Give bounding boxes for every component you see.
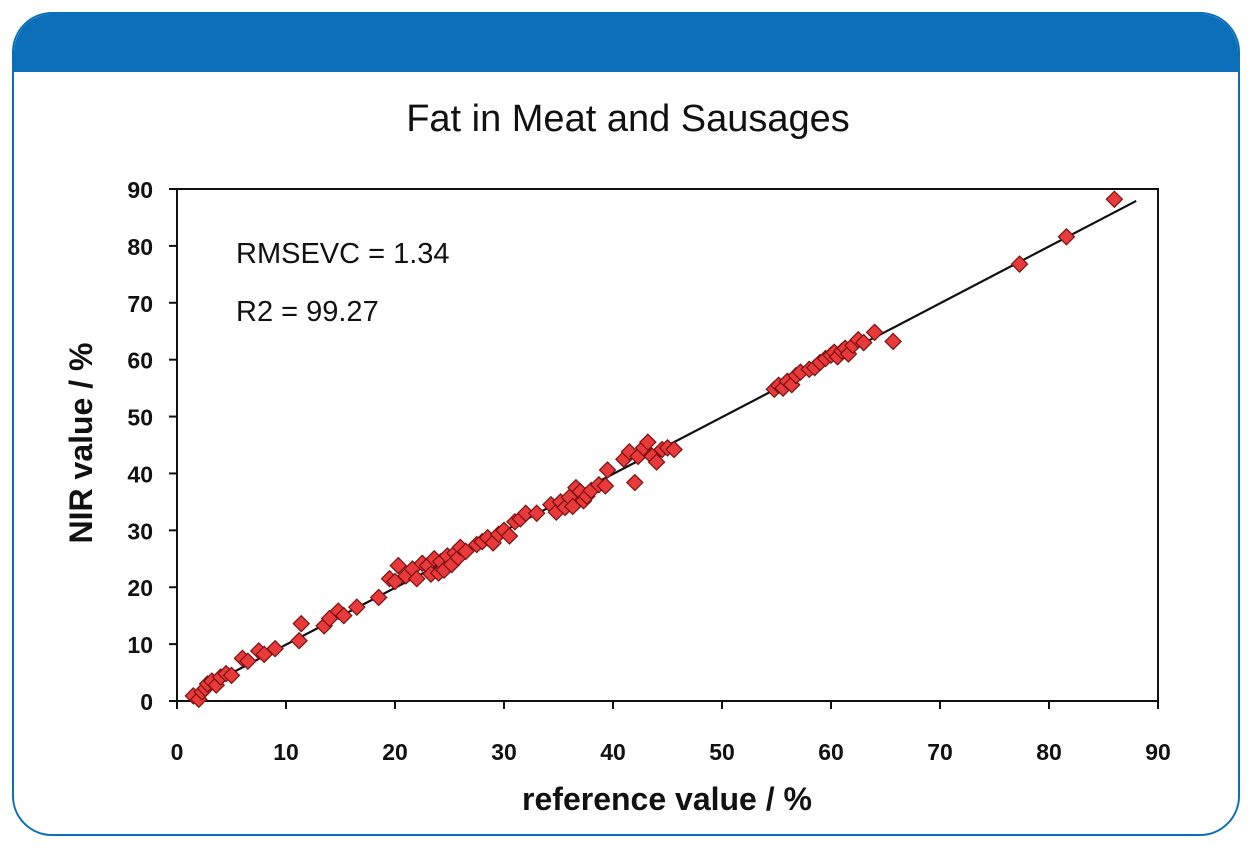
x-tick-labels: 0 10 20 30 40 50 60 70 80 90	[171, 739, 1171, 765]
data-point	[865, 323, 884, 342]
data-point	[239, 652, 257, 671]
data-point	[625, 473, 644, 492]
data-point	[266, 639, 284, 658]
x-tick-label: 30	[491, 739, 517, 765]
rmse-annotation: RMSEVC = 1.34	[236, 238, 450, 270]
y-tick-labels: 0 10 20 30 40 50 60 70 80 90	[127, 177, 153, 715]
y-tick-label: 20	[127, 575, 153, 601]
data-point	[1105, 190, 1124, 209]
y-tick-label: 10	[127, 632, 153, 658]
data-point	[1010, 255, 1029, 273]
data-point	[407, 569, 426, 588]
data-point	[639, 433, 657, 452]
data-point	[389, 556, 408, 575]
data-point	[596, 477, 615, 495]
x-tick-label: 40	[600, 739, 626, 765]
x-axis-title: reference value / %	[522, 781, 812, 817]
x-tick-label: 0	[171, 739, 184, 765]
data-point	[369, 588, 388, 607]
y-tick-label: 30	[127, 518, 153, 544]
data-point	[884, 332, 902, 351]
y-tick-label: 50	[127, 405, 153, 431]
x-tick-label: 60	[818, 739, 844, 765]
data-point	[290, 631, 308, 650]
data-point	[527, 504, 546, 523]
x-tick-label: 90	[1145, 739, 1171, 765]
data-point	[854, 333, 873, 352]
data-point	[665, 440, 683, 459]
y-tick-label: 90	[127, 177, 153, 203]
chart-card-frame	[12, 12, 1240, 836]
x-tick-label: 10	[273, 739, 299, 765]
chart-title: Fat in Meat and Sausages	[406, 98, 850, 140]
data-point	[457, 542, 475, 561]
data-point	[598, 461, 617, 479]
data-point	[348, 598, 366, 616]
data-point	[647, 453, 666, 471]
data-point	[292, 614, 311, 633]
x-tick-label: 50	[709, 739, 735, 765]
x-tick-label: 70	[927, 739, 953, 765]
data-point	[222, 666, 241, 685]
y-axis-title: NIR value / %	[63, 343, 99, 544]
data-points	[184, 190, 1124, 709]
x-tick-label: 20	[382, 739, 408, 765]
x-tick-label: 80	[1036, 739, 1062, 765]
y-tick-label: 60	[127, 348, 153, 374]
y-tick-label: 40	[127, 461, 153, 487]
data-point	[500, 527, 519, 545]
y-tick-label: 70	[127, 291, 153, 317]
y-tick-label: 80	[127, 234, 153, 260]
card-header-band	[14, 14, 1238, 72]
data-point	[1057, 227, 1076, 246]
data-point	[334, 606, 353, 625]
y-tick-label: 0	[140, 689, 153, 715]
plot-area	[176, 188, 1159, 702]
r2-annotation: R2 = 99.27	[236, 296, 379, 328]
tick-marks	[169, 188, 1159, 709]
